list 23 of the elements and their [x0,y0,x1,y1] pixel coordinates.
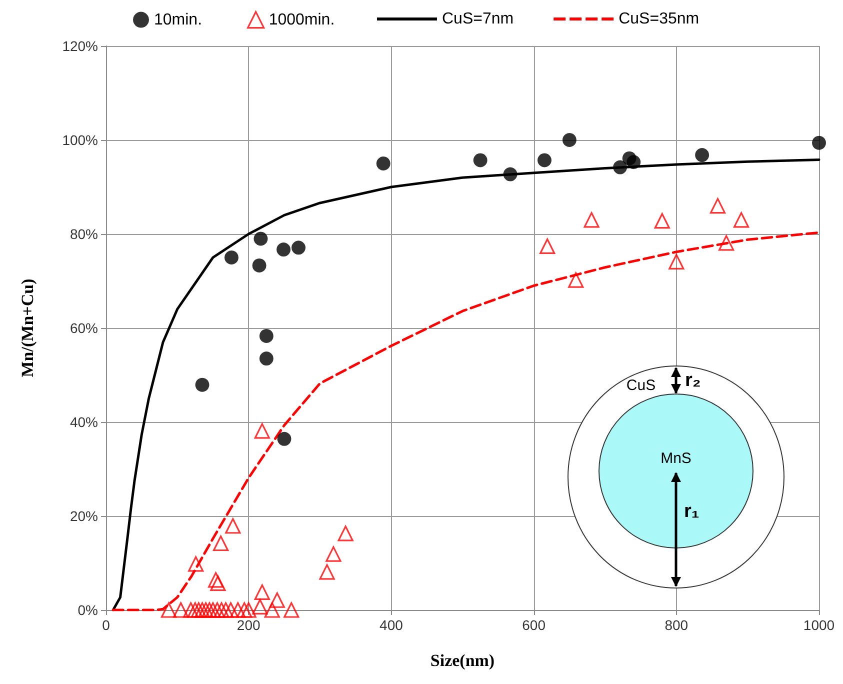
x-tick-label: 1000 [803,617,835,633]
x-tick-label: 400 [380,617,404,633]
y-tick-label: 40% [70,414,98,430]
annotation: MnS [660,450,692,467]
y-tick-label: 60% [70,320,98,336]
y-axis-title: Mn/(Mn+Cu) [18,278,37,378]
legend-label: CuS=35nm [618,10,700,28]
y-tick-label: 80% [70,226,98,242]
x-tick-label: 600 [522,617,546,633]
annotation: r₁ [684,501,700,522]
y-tick-label: 100% [62,132,98,148]
legend-label: CuS=7nm [442,10,514,28]
x-axis-title: Size(nm) [430,651,495,670]
x-tick-label: 800 [664,617,688,633]
annotation: CuS [626,377,656,394]
y-tick-label: 120% [62,38,98,54]
x-tick-label: 0 [102,617,110,633]
x-tick-label: 200 [236,617,260,633]
y-tick-label: 20% [70,508,98,524]
legend-label: 10min. [154,11,202,28]
legend-label: 1000min. [268,11,335,28]
y-tick-label: 0% [78,602,98,618]
annotation: r₂ [685,370,701,391]
